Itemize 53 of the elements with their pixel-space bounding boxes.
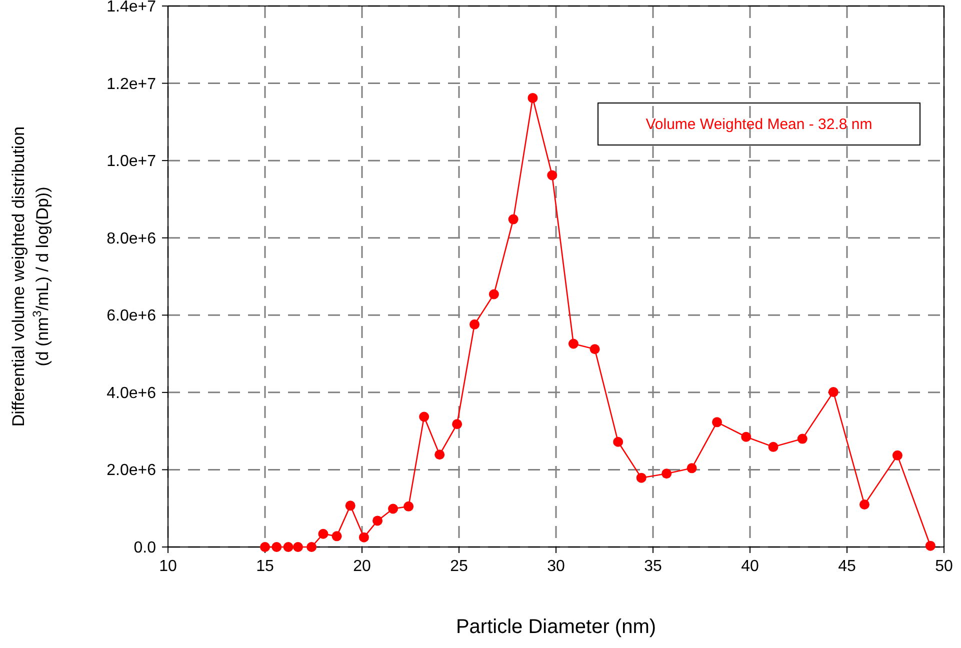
point xyxy=(712,417,722,428)
y-tick-label: 4.0e+6 xyxy=(106,384,156,402)
point xyxy=(345,500,356,511)
point xyxy=(488,289,499,300)
x-tick-label: 50 xyxy=(935,558,953,575)
point xyxy=(590,344,600,354)
x-tick-label: 10 xyxy=(159,558,177,575)
point xyxy=(547,170,558,180)
point xyxy=(318,528,328,539)
point xyxy=(686,463,697,474)
x-tick-label: 20 xyxy=(353,558,371,575)
point xyxy=(828,387,838,398)
point xyxy=(925,540,936,551)
point xyxy=(508,214,518,224)
y-tick-label: 8.0e+6 xyxy=(106,230,156,248)
point xyxy=(260,542,270,552)
point xyxy=(434,450,445,460)
x-tick-label: 30 xyxy=(547,558,565,575)
y-tick-label: 1.0e+7 xyxy=(106,153,156,170)
x-tick-label: 40 xyxy=(741,558,759,575)
point xyxy=(292,542,303,552)
point xyxy=(768,442,778,452)
point xyxy=(470,319,480,330)
point xyxy=(741,432,752,442)
annotation: Volume Weighted Mean - 32.8 nm xyxy=(646,116,872,133)
point xyxy=(388,504,398,514)
y-tick-label: 6.0e+6 xyxy=(106,308,156,325)
y-tick-label: 1.4e+7 xyxy=(106,0,156,16)
point xyxy=(892,450,902,460)
x-tick-label: 25 xyxy=(450,558,468,575)
point xyxy=(662,468,672,479)
y-tick-label: 2.0e+6 xyxy=(106,462,156,480)
point xyxy=(404,501,414,512)
point xyxy=(332,531,342,542)
point xyxy=(272,542,282,552)
x-tick-label: 35 xyxy=(644,558,662,575)
y-tick-label: 0.0 xyxy=(134,540,156,556)
point xyxy=(613,436,624,447)
point xyxy=(636,472,646,483)
x-axis-title: Particle Diameter (nm) xyxy=(456,616,656,638)
point xyxy=(419,412,430,422)
point xyxy=(283,542,294,552)
y-tick-label: 1.2e+7 xyxy=(106,76,156,93)
x-tick-label: 45 xyxy=(838,558,856,575)
point xyxy=(372,516,383,526)
point xyxy=(528,92,538,103)
point xyxy=(358,532,369,542)
point xyxy=(306,542,317,552)
point xyxy=(452,419,462,430)
x-tick-label: 15 xyxy=(256,558,274,575)
point xyxy=(859,499,870,510)
point xyxy=(797,434,808,444)
point xyxy=(568,338,578,349)
